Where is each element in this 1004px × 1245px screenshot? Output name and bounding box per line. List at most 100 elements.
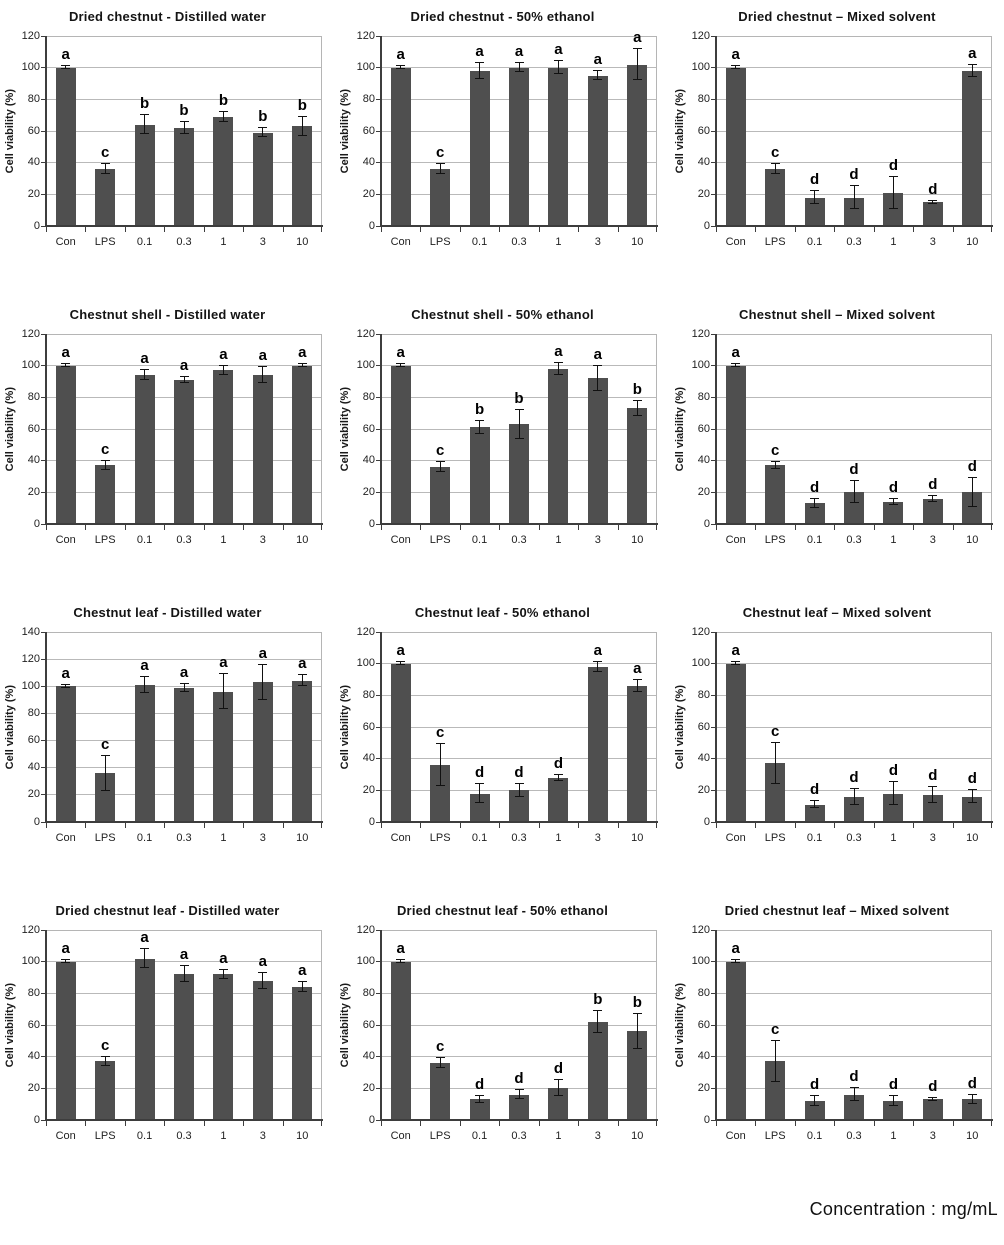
y-tick-mark (41, 929, 46, 931)
x-tick-label: 0.1 (136, 1130, 153, 1142)
error-bar-cap (928, 199, 938, 201)
error-bar-cap (514, 783, 524, 784)
significance-letter: d (967, 770, 977, 788)
significance-letter: b (258, 107, 268, 125)
error-bar-cap (731, 366, 741, 368)
x-tick-label: 10 (966, 1130, 979, 1142)
x-tick-label: 0.1 (806, 534, 823, 546)
x-tick-label: LPS (94, 534, 116, 546)
x-tick-mark (460, 227, 461, 232)
significance-letter: b (632, 380, 642, 398)
bar-Con (725, 67, 746, 226)
y-tick-label: 100 (21, 61, 40, 74)
y-tick-label: 20 (697, 187, 710, 200)
error-bar-cap (100, 459, 110, 461)
bar-3 (252, 132, 273, 226)
x-tick-mark (164, 227, 165, 232)
error-bar (853, 481, 855, 504)
error-bar-cap (140, 967, 150, 968)
error-bar-cap (849, 787, 859, 789)
x-tick-mark (656, 823, 657, 828)
y-tick-mark (376, 758, 381, 760)
x-tick-mark (913, 525, 914, 530)
error-bar (518, 1089, 520, 1100)
x-tick-mark (381, 227, 382, 232)
x-tick-mark (578, 823, 579, 828)
y-tick-mark (376, 428, 381, 430)
x-tick-mark (953, 525, 954, 530)
x-tick-label: LPS (94, 832, 116, 844)
error-bar-cap (928, 802, 938, 803)
y-tick-label: 100 (356, 955, 375, 968)
error-bar-cap (179, 690, 189, 692)
chart-dried-chestnut-distilled-water: Dried chestnut - Distilled water Cell via… (0, 0, 335, 298)
error-bar (301, 982, 303, 992)
y-tick-label: 20 (27, 187, 40, 200)
significance-letter: c (435, 1038, 445, 1056)
x-tick-label: Con (725, 1130, 746, 1142)
y-tick-label: 60 (362, 720, 375, 733)
error-bar (479, 62, 481, 79)
error-bar (636, 679, 638, 693)
x-tick-label: 0.3 (176, 534, 192, 546)
error-bar (853, 1088, 855, 1101)
bar-0.3 (174, 974, 194, 1120)
x-tick-mark (243, 1121, 244, 1126)
error-bar-cap (258, 126, 268, 128)
x-tick-label: 3 (594, 534, 601, 546)
error-bar-cap (435, 172, 445, 174)
y-tick-label: 80 (362, 92, 375, 105)
significance-letter: d (474, 1076, 485, 1094)
y-tick-mark (376, 225, 381, 227)
error-bar (735, 66, 737, 70)
x-tick-mark (243, 823, 244, 828)
y-tick-mark (711, 67, 716, 69)
y-tick-label: 60 (27, 124, 40, 137)
error-bar-cap (770, 172, 780, 174)
x-tick-label: LPS (429, 534, 451, 546)
y-tick-mark (41, 685, 46, 687)
error-bar (932, 495, 934, 502)
error-bar (518, 784, 520, 797)
bar-Con (55, 365, 76, 524)
bar-10 (627, 685, 648, 822)
error-bar-cap (179, 382, 189, 384)
bar-1 (548, 67, 569, 226)
error-bar-cap (967, 76, 977, 78)
y-tick-mark (376, 961, 381, 963)
error-bar-cap (514, 61, 524, 63)
error-bar-cap (632, 1012, 642, 1014)
error-bar-cap (632, 79, 642, 81)
y-tick-mark (41, 1024, 46, 1026)
significance-letter: d (888, 1076, 898, 1094)
y-tick-label: 20 (362, 783, 375, 796)
y-tick-mark (41, 491, 46, 493)
x-axis-line (715, 821, 993, 823)
x-tick-mark (46, 823, 47, 828)
error-bar-cap (100, 172, 110, 174)
x-tick-label: Con (725, 832, 746, 844)
significance-letter: d (888, 478, 898, 496)
significance-letter: a (219, 345, 228, 363)
x-tick-mark (991, 525, 992, 530)
error-bar-cap (593, 79, 603, 81)
error-bar-cap (100, 754, 110, 756)
error-bar-cap (140, 114, 150, 116)
x-tick-mark (913, 227, 914, 232)
x-tick-mark (834, 1121, 835, 1126)
y-tick-mark (41, 225, 46, 227)
y-tick-label: 80 (697, 92, 710, 105)
error-bar-cap (514, 409, 524, 410)
y-tick-mark (711, 929, 716, 931)
error-bar-cap (888, 497, 898, 499)
error-bar-cap (140, 692, 150, 694)
bar-3 (252, 980, 273, 1120)
error-bar (597, 70, 599, 81)
chart-dried-chestnut-leaf-distilled-water: Dried chestnut leaf - Distilled water Cel… (0, 894, 335, 1192)
x-tick-label: 10 (966, 236, 979, 248)
y-tick-mark (376, 98, 381, 100)
x-tick-mark (656, 525, 657, 530)
x-tick-mark (618, 525, 619, 530)
x-tick-label: Con (725, 236, 746, 248)
error-bar-cap (475, 1101, 485, 1103)
